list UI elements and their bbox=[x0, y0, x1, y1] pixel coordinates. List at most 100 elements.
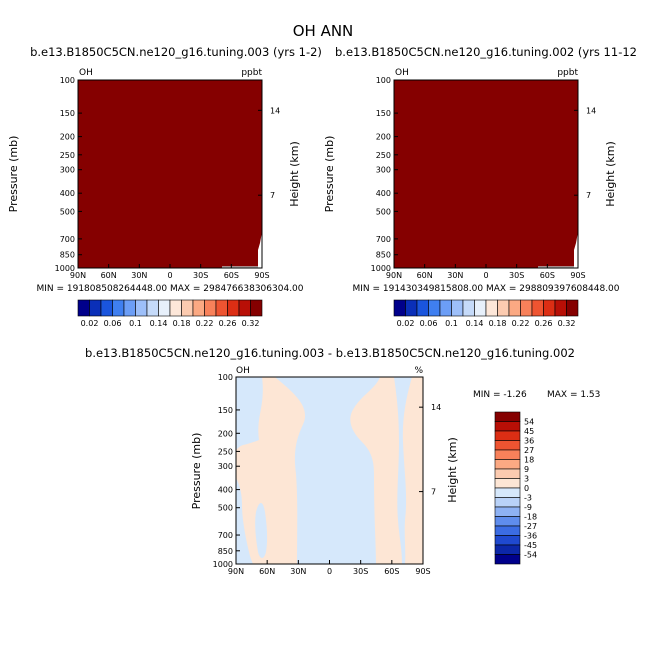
diff-colorbar-swatch bbox=[494, 478, 521, 489]
pressure-tick-label: 200 bbox=[218, 429, 233, 438]
pressure-tick-label: 250 bbox=[376, 151, 391, 160]
colorbar-label: 0.14 bbox=[466, 319, 484, 328]
lat-tick-label: 90S bbox=[415, 567, 430, 576]
diff-negative-region-north-lower bbox=[236, 478, 253, 564]
diff-negative-region-south bbox=[394, 377, 412, 564]
colorbar-swatch bbox=[169, 299, 182, 317]
colorbar-label: 0.02 bbox=[81, 319, 99, 328]
colorbar-label: 0.26 bbox=[219, 319, 237, 328]
panel-diff-max: MAX = 1.53 bbox=[547, 390, 600, 400]
diff-colorbar-swatch bbox=[494, 421, 521, 432]
panel-case2-colorbar: 0.02 0.06 0.1 0.14 0.18 0.22 0.26 0.32 bbox=[393, 299, 579, 328]
panel-diff-ylabel-right: Height (km) bbox=[446, 437, 459, 503]
diff-colorbar-label: 45 bbox=[524, 427, 534, 436]
panel-diff-ylabel: Pressure (mb) bbox=[190, 433, 203, 510]
diff-colorbar-swatch bbox=[494, 506, 521, 517]
colorbar-swatch bbox=[204, 299, 217, 317]
colorbar-label: 0.32 bbox=[242, 319, 260, 328]
panel-case2-ylabel-right: Height (km) bbox=[604, 141, 617, 207]
pressure-tick-label: 1000 bbox=[55, 264, 75, 273]
height-tick-label: 14 bbox=[270, 106, 280, 115]
lat-tick-label: 90N bbox=[70, 271, 86, 280]
diff-colorbar-swatch bbox=[494, 411, 521, 422]
colorbar-swatch bbox=[554, 299, 567, 317]
diff-colorbar-swatch bbox=[494, 468, 521, 479]
lat-tick-label: 0 bbox=[167, 271, 172, 280]
diff-colorbar-label: -9 bbox=[524, 503, 532, 512]
diff-colorbar-swatch bbox=[494, 440, 521, 451]
pressure-tick-label: 400 bbox=[376, 189, 391, 198]
pressure-tick-label: 850 bbox=[376, 251, 391, 260]
colorbar-swatch bbox=[89, 299, 102, 317]
pressure-tick-label: 100 bbox=[60, 76, 75, 85]
panel-diff-title: b.e13.B1850C5CN.ne120_g16.tuning.003 - b… bbox=[85, 346, 575, 360]
panel-case1-unit-label: ppbt bbox=[241, 68, 262, 78]
colorbar-label: 0.06 bbox=[420, 319, 438, 328]
pressure-tick-label: 1000 bbox=[213, 560, 233, 569]
height-tick-label: 7 bbox=[431, 488, 436, 497]
height-tick-label: 7 bbox=[586, 191, 591, 200]
colorbar-label: 0.1 bbox=[445, 319, 458, 328]
diff-colorbar-label: 9 bbox=[524, 465, 529, 474]
colorbar-swatch bbox=[393, 299, 406, 317]
panel-diff-pressure-ticks: 100 150 200 250 300 400 500 700 850 1000 bbox=[213, 373, 240, 569]
diff-colorbar-swatch bbox=[494, 535, 521, 546]
panel-case2-unit-label: ppbt bbox=[557, 68, 578, 78]
pressure-tick-label: 500 bbox=[376, 207, 391, 216]
diff-colorbar-swatch bbox=[494, 525, 521, 536]
colorbar-label: 0.22 bbox=[196, 319, 214, 328]
lat-tick-label: 0 bbox=[483, 271, 488, 280]
pressure-tick-label: 100 bbox=[376, 76, 391, 85]
panel-case2-height-ticks: 14 7 bbox=[574, 106, 596, 200]
pressure-tick-label: 1000 bbox=[371, 264, 391, 273]
diff-negative-region-central bbox=[275, 377, 380, 564]
lat-tick-label: 30S bbox=[353, 567, 368, 576]
panel-case1-ylabel-right: Height (km) bbox=[288, 141, 301, 207]
pressure-tick-label: 400 bbox=[218, 486, 233, 495]
panel-case1-colorbar: 0.02 0.06 0.1 0.14 0.18 0.22 0.26 0.32 bbox=[77, 299, 263, 328]
colorbar-label: 0.18 bbox=[173, 319, 191, 328]
panel-case2-pressure-ticks: 100 150 200 250 300 400 500 700 850 1000 bbox=[371, 76, 398, 273]
pressure-tick-label: 150 bbox=[218, 406, 233, 415]
height-tick-label: 7 bbox=[270, 191, 275, 200]
diff-colorbar-label: -45 bbox=[524, 541, 537, 550]
colorbar-swatch bbox=[112, 299, 125, 317]
pressure-tick-label: 200 bbox=[376, 133, 391, 142]
figure-title: OH ANN bbox=[293, 22, 354, 40]
colorbar-swatch bbox=[158, 299, 171, 317]
colorbar-swatch bbox=[566, 299, 579, 317]
lat-tick-label: 90N bbox=[386, 271, 402, 280]
colorbar-label: 0.02 bbox=[397, 319, 415, 328]
colorbar-swatch bbox=[100, 299, 113, 317]
colorbar-swatch bbox=[227, 299, 240, 317]
panel-diff-unit-label: % bbox=[414, 366, 423, 376]
diff-negative-region-north-cell bbox=[255, 503, 268, 558]
panel-case1-title: b.e13.B1850C5CN.ne120_g16.tuning.003 (yr… bbox=[30, 45, 322, 59]
lat-tick-label: 30S bbox=[509, 271, 524, 280]
pressure-tick-label: 500 bbox=[218, 504, 233, 513]
colorbar-swatch bbox=[474, 299, 487, 317]
pressure-tick-label: 300 bbox=[60, 166, 75, 175]
panel-case2-minmax: MIN = 191430349815808.00 MAX = 298809397… bbox=[352, 284, 619, 294]
lat-tick-label: 60N bbox=[259, 567, 275, 576]
diff-colorbar-label: 3 bbox=[524, 475, 529, 484]
diff-colorbar-swatch bbox=[494, 497, 521, 508]
panel-case1-field bbox=[78, 80, 262, 268]
colorbar-label: 0.32 bbox=[558, 319, 576, 328]
colorbar-label: 0.14 bbox=[150, 319, 168, 328]
diff-colorbar-label: -18 bbox=[524, 513, 537, 522]
colorbar-swatch bbox=[531, 299, 544, 317]
diff-negative-region-north-upper bbox=[236, 377, 263, 450]
panel-case2-var-label: OH bbox=[395, 68, 409, 78]
diff-colorbar-label: 0 bbox=[524, 484, 529, 493]
colorbar-swatch bbox=[123, 299, 136, 317]
colorbar-swatch bbox=[215, 299, 228, 317]
pressure-tick-label: 250 bbox=[60, 151, 75, 160]
diff-colorbar-label: 27 bbox=[524, 446, 534, 455]
lat-tick-label: 60N bbox=[417, 271, 433, 280]
lat-tick-label: 30N bbox=[447, 271, 463, 280]
panel-case2-lat-ticks: 90N 60N 30N 0 30S 60S 90S bbox=[386, 264, 586, 280]
colorbar-label: 0.18 bbox=[489, 319, 507, 328]
